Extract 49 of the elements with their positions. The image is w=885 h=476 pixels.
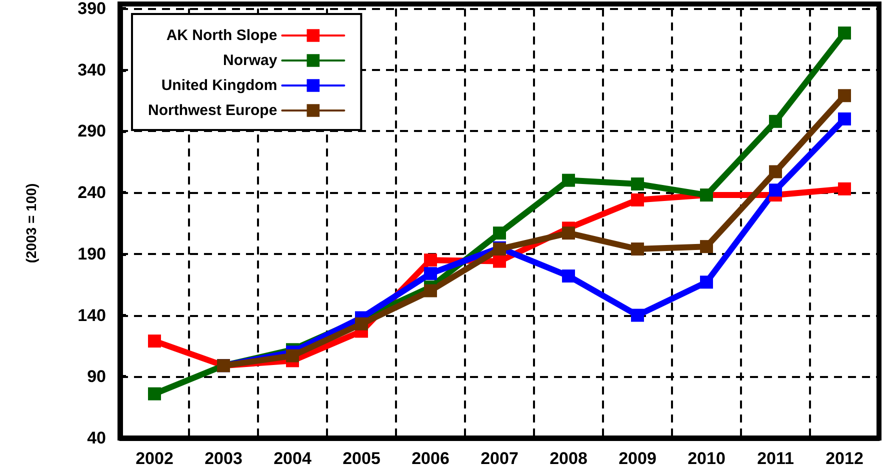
x-tick-label: 2009: [618, 449, 656, 468]
point: [769, 184, 782, 197]
x-tick-label: 2006: [412, 449, 450, 468]
x-tick-label: 2005: [342, 449, 380, 468]
point: [424, 267, 437, 280]
point: [838, 112, 851, 126]
y-axis-title: (2003 = 100): [23, 183, 39, 264]
point: [631, 242, 644, 256]
y-tick-label: 290: [78, 122, 106, 141]
point: [148, 334, 161, 348]
point: [562, 174, 575, 187]
point: [838, 26, 851, 40]
y-tick-label: 40: [87, 428, 106, 448]
x-tick-label: 2003: [204, 449, 242, 468]
x-tick-label: 2011: [757, 449, 794, 468]
point: [769, 114, 782, 128]
y-tick-label: 240: [78, 183, 106, 202]
point: [493, 254, 506, 268]
point: [700, 276, 713, 289]
y-tick-label: 390: [78, 0, 106, 18]
legend-label: AK North Slope: [166, 27, 278, 44]
point: [424, 254, 437, 267]
point: [286, 349, 299, 362]
x-tick-label: 2002: [136, 449, 174, 468]
legend-label: Norway: [222, 52, 278, 69]
point: [769, 165, 782, 178]
x-tick-label: 2010: [688, 449, 726, 468]
point: [838, 182, 851, 196]
point: [700, 240, 713, 254]
legend-label: United Kingdom: [161, 77, 278, 94]
y-tick-label: 340: [78, 60, 106, 80]
y-tick-label: 190: [78, 244, 106, 264]
point: [562, 226, 575, 240]
point: [838, 89, 851, 102]
x-tick-label: 2007: [480, 449, 518, 468]
point: [562, 270, 575, 283]
point: [631, 177, 644, 190]
x-tick-label: 2004: [274, 449, 312, 468]
point: [493, 226, 506, 240]
y-tick-label: 140: [78, 306, 106, 325]
point: [631, 193, 644, 206]
x-tick-label: 2008: [550, 449, 588, 468]
point: [355, 317, 368, 330]
point: [424, 284, 437, 298]
legend-label: Northwest Europe: [148, 102, 278, 119]
point: [631, 308, 644, 322]
x-tick-label: 2012: [826, 449, 864, 468]
y-tick-label: 90: [87, 367, 106, 386]
point: [148, 387, 161, 400]
